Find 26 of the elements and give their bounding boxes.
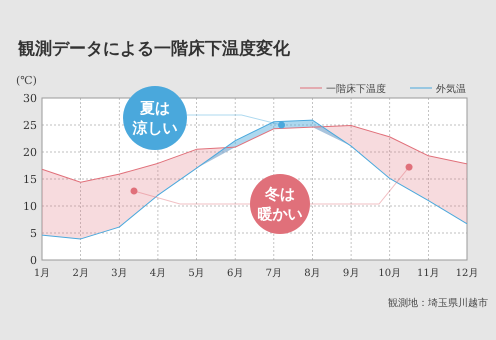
y-axis-title: (℃) xyxy=(16,74,37,87)
y-tick-label: 10 xyxy=(23,200,37,213)
legend-label: 一階床下温度 xyxy=(326,83,386,95)
y-tick-label: 5 xyxy=(30,227,37,240)
x-tick-label: 8月 xyxy=(304,268,321,279)
y-tick-label: 30 xyxy=(23,92,37,105)
x-tick-label: 9月 xyxy=(342,268,360,279)
annotation: 冬は暖かい xyxy=(258,185,302,223)
x-tick-label: 2月 xyxy=(72,268,89,279)
x-tick-label: 12月 xyxy=(456,268,478,279)
chart-title: 観測データによる一階床下温度変化 xyxy=(17,39,291,59)
x-tick-label: 7月 xyxy=(266,268,282,279)
y-tick-label: 20 xyxy=(23,146,37,159)
x-tick-label: 6月 xyxy=(226,268,244,279)
x-tick-label: 5月 xyxy=(188,268,205,279)
y-tick-label: 0 xyxy=(30,254,37,267)
y-tick-label: 15 xyxy=(23,173,37,186)
x-tick-label: 1月 xyxy=(34,268,50,279)
x-tick-label: 11月 xyxy=(416,268,440,279)
x-tick-label: 3月 xyxy=(111,268,128,279)
legend-label: 外気温 xyxy=(436,83,466,95)
x-tick-label: 10月 xyxy=(378,268,402,279)
y-tick-label: 25 xyxy=(23,119,37,132)
text: 観測地：埼玉県川越市 xyxy=(388,297,488,309)
annotation: 夏は涼しい xyxy=(132,99,178,137)
x-tick-label: 4月 xyxy=(150,268,166,279)
